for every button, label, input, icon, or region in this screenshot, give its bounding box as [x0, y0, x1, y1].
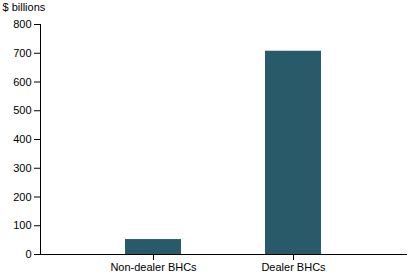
svg-text:800: 800 — [13, 18, 31, 30]
svg-text:0: 0 — [25, 248, 31, 260]
svg-text:Dealer BHCs: Dealer BHCs — [261, 261, 326, 273]
svg-text:300: 300 — [13, 162, 31, 174]
svg-text:$ billions: $ billions — [3, 1, 46, 13]
svg-text:600: 600 — [13, 76, 31, 88]
svg-text:200: 200 — [13, 191, 31, 203]
svg-text:Non-dealer BHCs: Non-dealer BHCs — [110, 261, 197, 273]
svg-text:100: 100 — [13, 219, 31, 231]
svg-text:400: 400 — [13, 133, 31, 145]
svg-text:500: 500 — [13, 104, 31, 116]
svg-text:700: 700 — [13, 47, 31, 59]
